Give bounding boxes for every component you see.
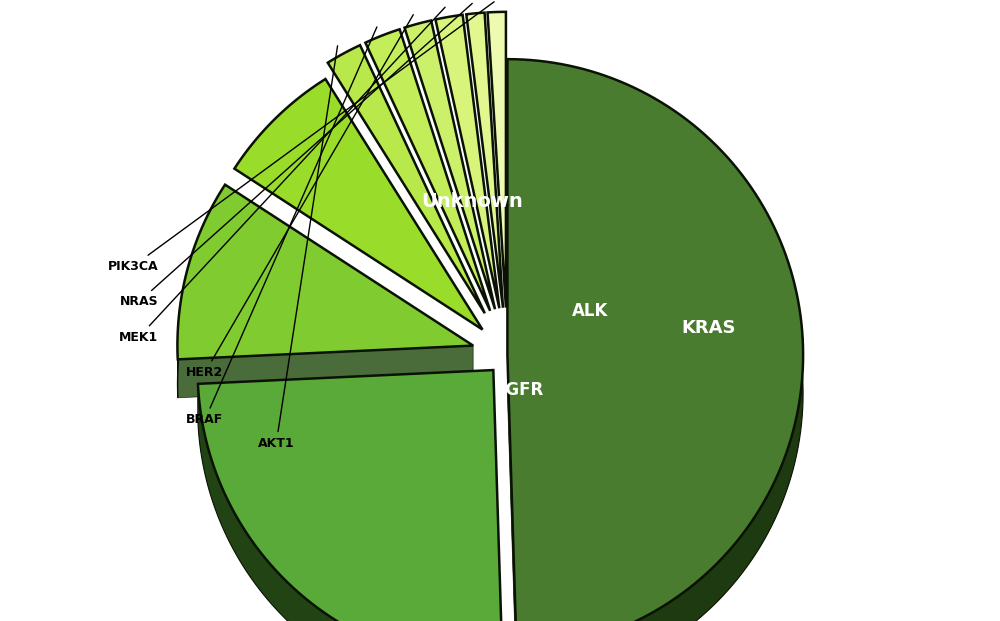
Polygon shape xyxy=(435,15,499,308)
Polygon shape xyxy=(517,315,803,621)
Polygon shape xyxy=(405,20,495,309)
Text: ALK: ALK xyxy=(572,302,608,319)
Text: EGFR: EGFR xyxy=(495,381,544,399)
Polygon shape xyxy=(493,370,503,621)
Text: NRAS: NRAS xyxy=(120,3,472,308)
Text: Unknown: Unknown xyxy=(421,192,523,211)
Text: HER2: HER2 xyxy=(186,15,413,379)
Polygon shape xyxy=(507,355,517,621)
Polygon shape xyxy=(198,384,503,621)
Polygon shape xyxy=(198,370,503,621)
Polygon shape xyxy=(507,59,803,621)
Polygon shape xyxy=(198,370,493,422)
Polygon shape xyxy=(365,29,490,310)
Polygon shape xyxy=(466,12,503,308)
Text: AKT1: AKT1 xyxy=(258,46,338,450)
Polygon shape xyxy=(177,302,181,398)
Text: PIK3CA: PIK3CA xyxy=(108,2,494,273)
Text: MEK1: MEK1 xyxy=(119,7,445,343)
Polygon shape xyxy=(488,12,506,307)
Polygon shape xyxy=(234,79,482,330)
Text: KRAS: KRAS xyxy=(681,319,736,337)
Polygon shape xyxy=(177,184,473,360)
Polygon shape xyxy=(328,45,485,313)
Polygon shape xyxy=(178,345,473,398)
Text: BRAF: BRAF xyxy=(186,27,377,427)
